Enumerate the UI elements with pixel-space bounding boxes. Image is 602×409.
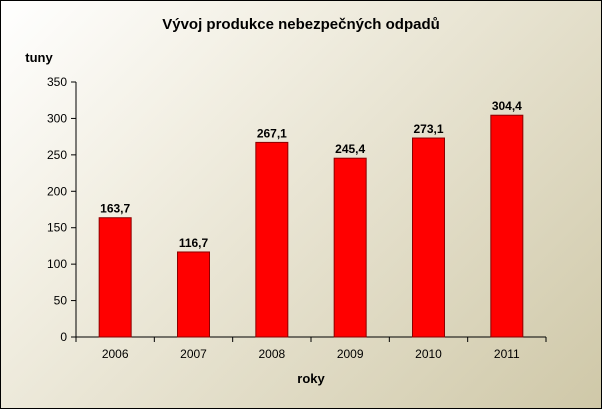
y-tick-label: 0 (60, 330, 67, 344)
x-tick-label: 2007 (180, 347, 207, 361)
data-label: 116,7 (179, 236, 209, 250)
data-label: 304,4 (492, 99, 522, 113)
bar-2009 (333, 157, 367, 338)
plot-area: 0 50 100 150 200 250 300 350 2006 163,7 2007 116,7 2… (47, 75, 547, 361)
x-tick-label: 2006 (102, 347, 129, 361)
y-tick-label: 300 (47, 111, 67, 125)
y-tick-label: 200 (47, 184, 67, 198)
x-tick-label: 2011 (494, 347, 520, 361)
bar-2006 (98, 217, 132, 338)
x-tick-label: 2010 (415, 347, 442, 361)
y-tick-label: 100 (47, 257, 67, 271)
bar-2008 (255, 141, 289, 338)
bar-2011 (490, 114, 524, 338)
y-tick-label: 150 (47, 221, 67, 235)
data-label: 245,4 (335, 142, 365, 156)
y-tick-label: 350 (47, 75, 67, 89)
y-tick-label: 50 (54, 294, 68, 308)
data-label: 273,1 (413, 122, 443, 136)
bar-2010 (412, 137, 445, 338)
y-tick-label: 250 (47, 148, 67, 162)
data-label: 267,1 (257, 126, 287, 140)
chart-title: Vývoj produkce nebezpečných odpadů (162, 16, 440, 33)
y-axis-title: tuny (25, 50, 53, 65)
x-tick-label: 2009 (337, 347, 364, 361)
bar-2007 (177, 251, 210, 338)
x-tick-label: 2008 (258, 347, 285, 361)
data-label: 163,7 (100, 202, 130, 216)
x-axis-title: roky (297, 371, 325, 386)
